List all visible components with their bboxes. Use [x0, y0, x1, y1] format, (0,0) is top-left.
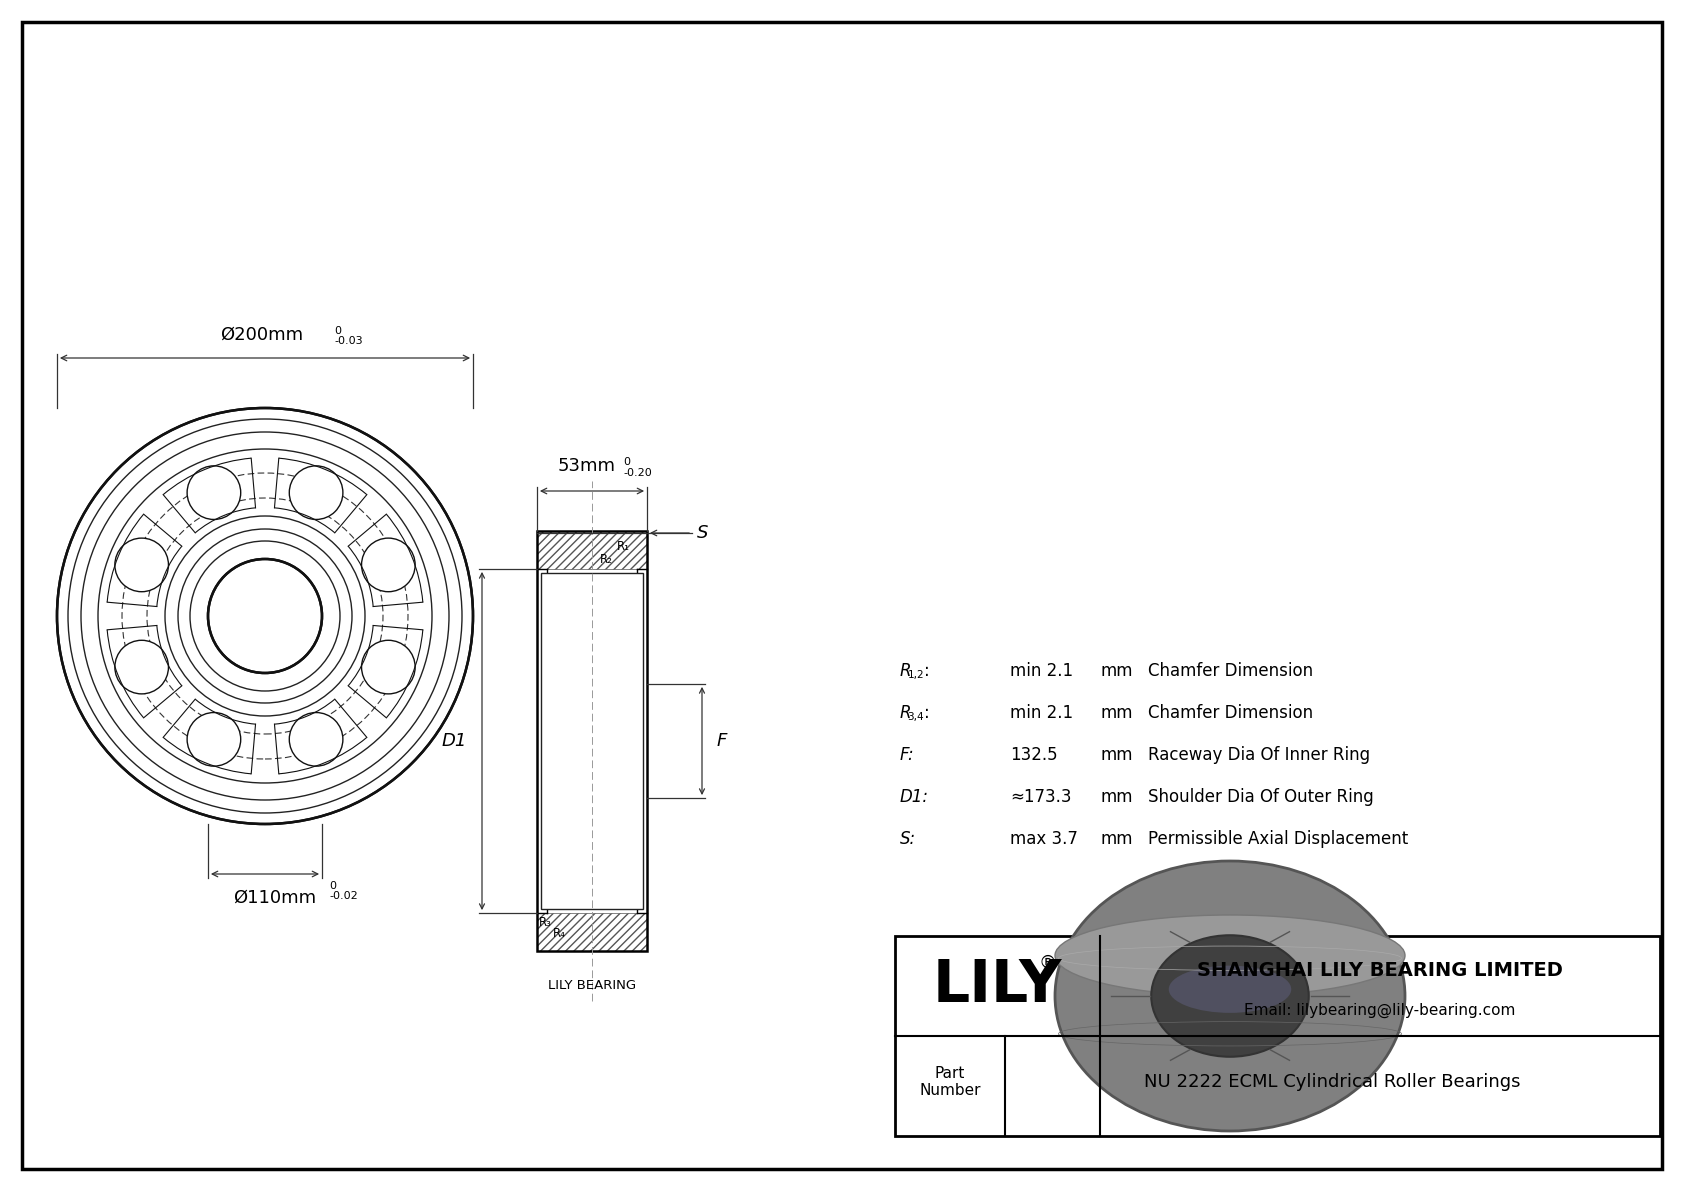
Text: mm: mm: [1100, 704, 1133, 722]
Circle shape: [362, 538, 416, 592]
Circle shape: [209, 559, 322, 673]
Text: Permissible Axial Displacement: Permissible Axial Displacement: [1148, 830, 1408, 848]
Text: D1: D1: [441, 732, 466, 750]
Bar: [541, 573, 643, 909]
Circle shape: [187, 712, 241, 766]
Text: SHANGHAI LILY BEARING LIMITED: SHANGHAI LILY BEARING LIMITED: [1197, 960, 1563, 979]
Text: mm: mm: [1100, 788, 1133, 806]
Circle shape: [57, 409, 473, 824]
Ellipse shape: [1054, 915, 1404, 996]
Circle shape: [290, 466, 344, 519]
Text: min 2.1: min 2.1: [1010, 704, 1073, 722]
Text: min 2.1: min 2.1: [1010, 662, 1073, 680]
Text: 53mm: 53mm: [557, 457, 616, 475]
Text: Part
Number: Part Number: [919, 1066, 980, 1098]
Text: F: F: [717, 732, 727, 750]
Text: R₃: R₃: [539, 916, 552, 929]
Text: -0.20: -0.20: [623, 468, 652, 478]
Text: R₄: R₄: [552, 927, 566, 940]
Bar: [542, 662, 642, 819]
Text: LILY: LILY: [933, 956, 1063, 1014]
Text: mm: mm: [1100, 830, 1133, 848]
Text: S:: S:: [899, 830, 916, 848]
Text: D1:: D1:: [899, 788, 930, 806]
Circle shape: [362, 641, 416, 694]
Text: Raceway Dia Of Inner Ring: Raceway Dia Of Inner Ring: [1148, 746, 1371, 763]
Text: ®: ®: [1039, 954, 1056, 972]
Ellipse shape: [1169, 966, 1292, 1012]
Text: R: R: [899, 662, 911, 680]
Text: R₂: R₂: [600, 553, 613, 566]
Text: mm: mm: [1100, 746, 1133, 763]
Text: S: S: [697, 524, 709, 542]
Bar: [537, 531, 647, 950]
Text: LILY BEARING: LILY BEARING: [547, 979, 637, 992]
Text: :: :: [925, 704, 930, 722]
Text: R: R: [899, 704, 911, 722]
Bar: [542, 662, 642, 684]
Text: 0: 0: [328, 881, 337, 891]
Ellipse shape: [1152, 935, 1308, 1056]
Text: NU 2222 ECML Cylindrical Roller Bearings: NU 2222 ECML Cylindrical Roller Bearings: [1143, 1073, 1521, 1091]
Text: ≈173.3: ≈173.3: [1010, 788, 1071, 806]
Text: Ø110mm: Ø110mm: [234, 888, 317, 908]
Text: 0: 0: [623, 457, 630, 467]
Bar: [894, 936, 1660, 1136]
Text: Chamfer Dimension: Chamfer Dimension: [1148, 704, 1314, 722]
Circle shape: [115, 641, 168, 694]
Text: max 3.7: max 3.7: [1010, 830, 1078, 848]
Text: Email: lilybearing@lily-bearing.com: Email: lilybearing@lily-bearing.com: [1244, 1003, 1516, 1017]
Text: -0.02: -0.02: [328, 891, 357, 902]
Bar: [542, 798, 642, 819]
Text: 1,2: 1,2: [908, 671, 925, 680]
Text: Chamfer Dimension: Chamfer Dimension: [1148, 662, 1314, 680]
Text: R₁: R₁: [616, 540, 630, 553]
Text: Ø200mm: Ø200mm: [221, 326, 303, 344]
Bar: [537, 913, 647, 950]
Text: 0: 0: [333, 326, 340, 336]
Text: mm: mm: [1100, 662, 1133, 680]
Circle shape: [290, 712, 344, 766]
Bar: [542, 798, 642, 819]
Ellipse shape: [1054, 861, 1404, 1131]
Text: Shoulder Dia Of Outer Ring: Shoulder Dia Of Outer Ring: [1148, 788, 1374, 806]
Text: F:: F:: [899, 746, 914, 763]
Text: 3,4: 3,4: [908, 712, 925, 722]
Text: :: :: [925, 662, 930, 680]
Bar: [537, 531, 647, 569]
Text: 132.5: 132.5: [1010, 746, 1058, 763]
Circle shape: [187, 466, 241, 519]
Text: -0.03: -0.03: [333, 336, 362, 347]
Circle shape: [115, 538, 168, 592]
